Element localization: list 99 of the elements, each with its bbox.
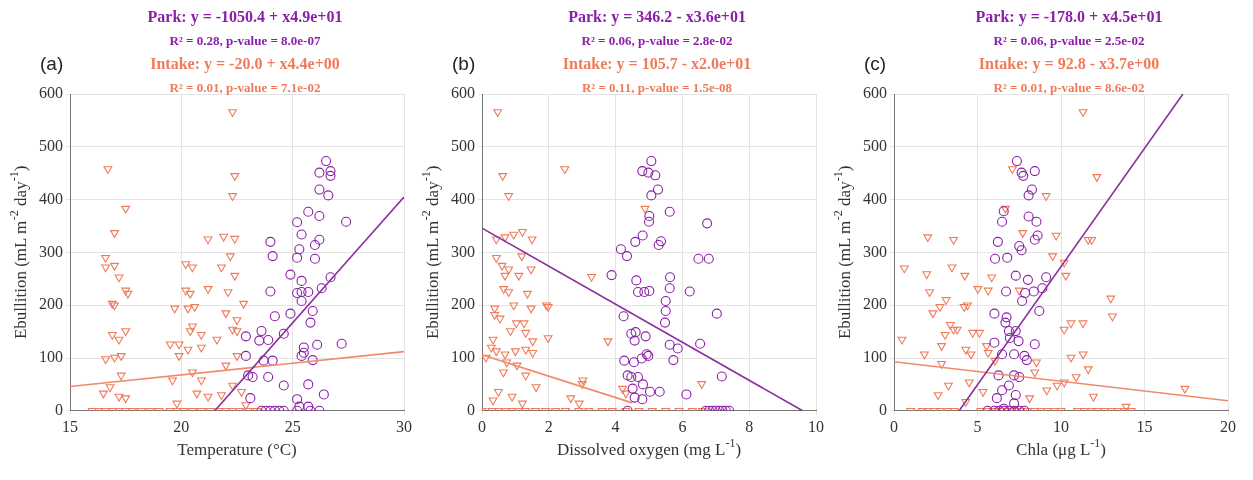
point xyxy=(1003,326,1014,337)
x-tick-label: 5 xyxy=(973,417,982,435)
y-tick-label: 100 xyxy=(863,348,887,366)
y-tick-label: 600 xyxy=(863,84,887,102)
y-tick-label: 200 xyxy=(39,295,63,313)
point xyxy=(1034,305,1045,317)
x-tick-label: 30 xyxy=(396,417,412,435)
x-tick-label: 20 xyxy=(173,417,190,435)
y-tick-label: 500 xyxy=(39,137,63,154)
y-tick-label: 300 xyxy=(451,242,475,260)
y-tick-label: 600 xyxy=(39,84,63,102)
text: Intake: y = 92.8 - x3.7e+00 xyxy=(978,55,1160,74)
text: Intake: y = 105.7 - x2.0e+01 xyxy=(562,55,752,74)
text: Park: y = 346.2 - x3.6e+01 xyxy=(568,8,746,27)
point xyxy=(1013,336,1024,347)
annotation: R² = 0.11, p-value = 1.5e-08 xyxy=(581,79,733,95)
point xyxy=(1031,216,1042,227)
point xyxy=(1032,230,1043,241)
point xyxy=(1004,332,1015,343)
x-tick-label: 4 xyxy=(611,417,620,435)
point xyxy=(1011,156,1022,167)
x-tick-label: 20 xyxy=(1220,417,1236,435)
y-tick-label: 0 xyxy=(55,401,63,418)
point xyxy=(1014,241,1025,252)
y-tick-label: 200 xyxy=(451,295,475,313)
y-axis-title: Ebullition (mL m-2 day-1) xyxy=(831,165,855,340)
x-tick-label: 2 xyxy=(544,417,553,435)
y-tick-label: 0 xyxy=(467,401,475,418)
point xyxy=(992,236,1003,247)
text: Park: y = -178.0 + x4.5e+01 xyxy=(975,8,1163,27)
chart-title: (c) xyxy=(864,53,887,75)
point xyxy=(1000,317,1011,328)
point xyxy=(1009,349,1020,360)
y-tick-label: 300 xyxy=(39,242,63,260)
point xyxy=(1010,389,1021,401)
y-tick-label: 0 xyxy=(879,401,887,418)
x-tick-label: 25 xyxy=(284,417,301,435)
y-tick-label: 300 xyxy=(863,242,887,260)
point xyxy=(1021,355,1032,366)
x-tick-label: 6 xyxy=(678,417,687,435)
point xyxy=(1001,312,1012,323)
text: Park: y = -1050.4 + x4.9e+01 xyxy=(147,8,343,27)
point xyxy=(1020,288,1031,299)
point xyxy=(1019,350,1030,361)
point xyxy=(1016,245,1027,256)
point xyxy=(997,385,1008,396)
point xyxy=(1010,270,1021,281)
x-tick-label: 8 xyxy=(745,417,754,435)
chart-title: (a) xyxy=(40,53,64,75)
y-tick-label: 100 xyxy=(39,348,63,366)
x-tick-label: 15 xyxy=(62,417,78,435)
y-tick-label: 500 xyxy=(451,137,475,154)
point xyxy=(1001,286,1012,297)
point xyxy=(1009,398,1020,409)
point xyxy=(991,393,1002,404)
y-axis-title: Ebullition (mL m-2 day-1) xyxy=(7,165,31,340)
x-axis-title: Temperature (°C) xyxy=(177,440,297,460)
point xyxy=(1009,370,1020,381)
text: R² = 0.06, p-value = 2.8e-02 xyxy=(581,32,733,48)
point xyxy=(1023,190,1034,201)
point xyxy=(1003,380,1014,391)
y-tick-label: 400 xyxy=(451,189,475,207)
text: R² = 0.06, p-value = 2.5e-02 xyxy=(993,32,1145,48)
point xyxy=(1022,274,1033,285)
point xyxy=(1029,339,1040,350)
point xyxy=(989,253,1001,264)
y-tick-label: 600 xyxy=(451,84,475,102)
point xyxy=(989,337,1000,348)
point xyxy=(1026,184,1037,195)
point xyxy=(1002,252,1013,263)
point xyxy=(993,370,1004,381)
point xyxy=(1017,295,1028,307)
point xyxy=(1041,272,1052,283)
point xyxy=(1037,283,1048,294)
point xyxy=(1010,326,1021,337)
annotation: R² = 0.01, p-value = 7.1e-02 xyxy=(169,79,321,95)
y-tick-label: 500 xyxy=(863,137,887,154)
point xyxy=(1028,286,1039,297)
point xyxy=(1029,166,1040,177)
x-tick-label: 10 xyxy=(808,417,824,435)
x-tick-label: 15 xyxy=(1136,417,1153,435)
x-tick-label: 0 xyxy=(890,417,898,435)
point xyxy=(1014,371,1025,383)
x-tick-label: 0 xyxy=(478,417,486,435)
point xyxy=(1029,234,1040,245)
chart-title: (b) xyxy=(452,53,476,75)
y-tick-label: 100 xyxy=(451,348,475,366)
point xyxy=(997,349,1008,360)
text: R² = 0.28, p-value = 8.0e-07 xyxy=(169,32,321,48)
y-axis-title: Ebullition (mL m-2 day-1) xyxy=(419,165,443,340)
y-tick-label: 400 xyxy=(39,189,63,207)
y-tick-label: 200 xyxy=(863,295,887,313)
y-tick-label: 400 xyxy=(863,189,887,207)
point xyxy=(997,216,1008,227)
text: Intake: y = -20.0 + x4.4e+00 xyxy=(150,55,340,74)
annotation: R² = 0.01, p-value = 8.6e-02 xyxy=(993,79,1145,95)
point xyxy=(989,308,1000,319)
x-tick-label: 10 xyxy=(1053,417,1069,435)
point xyxy=(1023,211,1034,222)
